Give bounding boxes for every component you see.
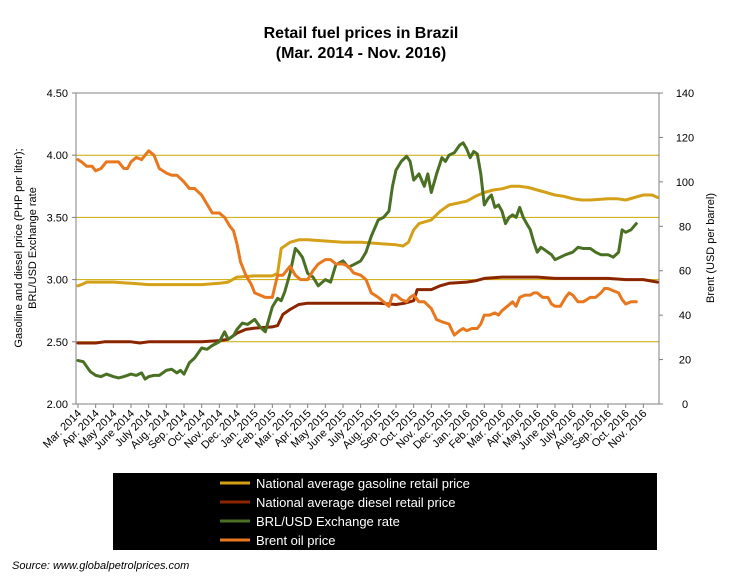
left-tick-label-4: 4.00 <box>47 150 68 162</box>
right-tick-label-6: 120 <box>676 132 694 144</box>
legend-label-2: BRL/USD Exchange rate <box>256 514 400 529</box>
series-line-3 <box>76 149 638 337</box>
legend-label-0: National average gasoline retail price <box>256 476 470 491</box>
series-line-2 <box>76 141 638 381</box>
source-note: Source: www.globalpetrolprices.com <box>12 560 189 572</box>
chart-subtitle: (Mar. 2014 - Nov. 2016) <box>276 45 446 62</box>
right-tick-label-0: 0 <box>682 399 688 411</box>
right-tick-label-1: 20 <box>679 355 691 367</box>
right-axis-label: Brent (USD per barrel) <box>705 193 717 303</box>
legend-label-3: Brent oil price <box>256 533 335 548</box>
right-tick-label-5: 100 <box>676 177 694 189</box>
series-line-0 <box>76 184 659 288</box>
right-tick-label-4: 80 <box>679 221 691 233</box>
left-tick-label-5: 4.50 <box>47 88 68 100</box>
left-tick-label-2: 3.00 <box>47 275 68 287</box>
left-axis-label-line2: BRL/USD Exchange rate <box>27 187 39 309</box>
left-tick-label-1: 2.50 <box>47 337 68 349</box>
chart-title: Retail fuel prices in Brazil <box>264 25 459 42</box>
right-tick-label-2: 40 <box>679 310 691 322</box>
right-axis-ticks: 0 20 40 60 80 100 120 140 <box>659 88 694 411</box>
legend-box <box>113 473 657 550</box>
left-axis-ticks: 2.00 2.50 3.00 3.50 4.00 4.50 <box>47 88 76 411</box>
legend-label-1: National average diesel retail price <box>256 495 455 510</box>
left-tick-label-3: 3.50 <box>47 212 68 224</box>
right-tick-label-3: 60 <box>679 266 691 278</box>
right-tick-label-7: 140 <box>676 88 694 100</box>
plot-frame <box>75 92 660 405</box>
left-axis-label-line1: Gasoline and diesel price (PHP per liter… <box>13 148 25 347</box>
series-lines <box>76 141 659 381</box>
left-tick-label-0: 2.00 <box>47 399 68 411</box>
legend: National average gasoline retail price Na… <box>220 476 470 548</box>
series-line-1 <box>76 275 659 345</box>
